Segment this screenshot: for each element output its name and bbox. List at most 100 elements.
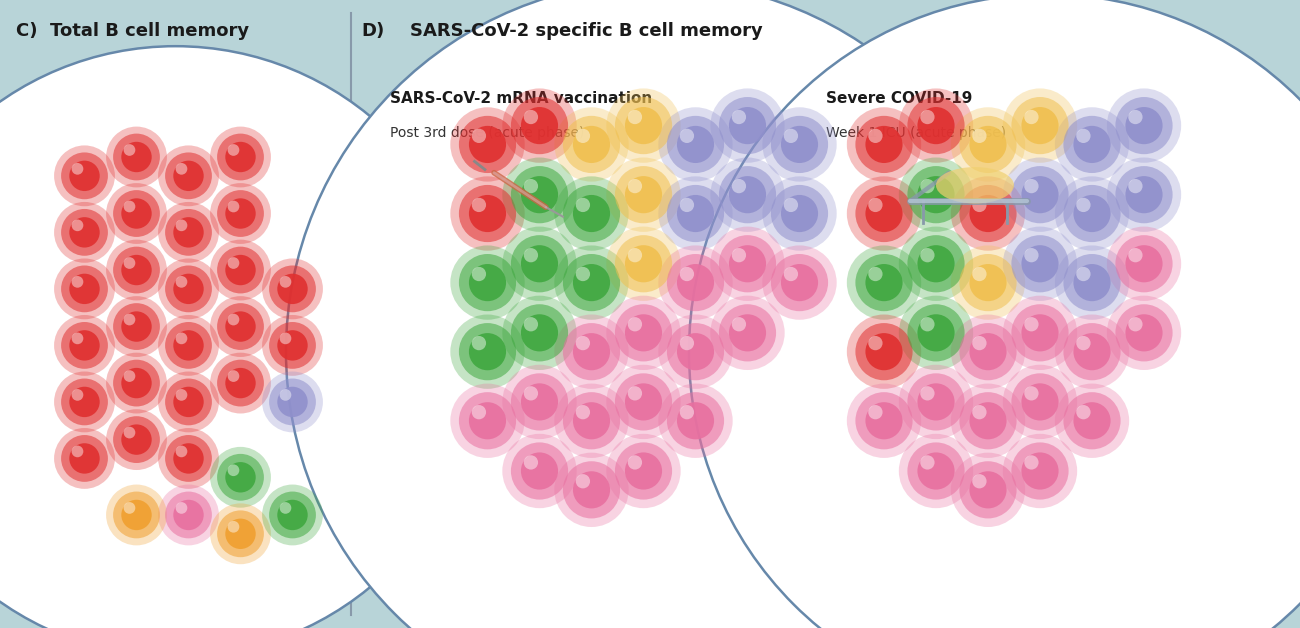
Ellipse shape	[511, 442, 568, 500]
Ellipse shape	[855, 323, 913, 381]
Ellipse shape	[124, 502, 135, 514]
Ellipse shape	[55, 259, 114, 319]
Ellipse shape	[263, 485, 322, 545]
Ellipse shape	[55, 372, 114, 432]
Ellipse shape	[69, 274, 100, 304]
Ellipse shape	[907, 304, 965, 362]
Ellipse shape	[173, 217, 204, 247]
Ellipse shape	[524, 179, 538, 193]
Ellipse shape	[173, 330, 204, 360]
Ellipse shape	[1074, 333, 1110, 371]
Ellipse shape	[521, 452, 558, 490]
Text: Severe COVID-19: Severe COVID-19	[826, 91, 972, 106]
Ellipse shape	[628, 317, 642, 332]
Ellipse shape	[1074, 264, 1110, 301]
Ellipse shape	[628, 248, 642, 263]
Ellipse shape	[615, 166, 672, 224]
Ellipse shape	[211, 504, 270, 564]
Ellipse shape	[225, 462, 256, 492]
Ellipse shape	[459, 323, 516, 381]
Ellipse shape	[211, 127, 270, 187]
Ellipse shape	[165, 435, 212, 482]
Ellipse shape	[121, 500, 152, 530]
Ellipse shape	[855, 116, 913, 173]
Ellipse shape	[719, 97, 776, 154]
Ellipse shape	[732, 179, 746, 193]
Ellipse shape	[469, 402, 506, 440]
Ellipse shape	[970, 333, 1006, 371]
Ellipse shape	[920, 110, 935, 124]
Ellipse shape	[502, 434, 577, 508]
Ellipse shape	[1076, 405, 1091, 420]
Ellipse shape	[771, 116, 828, 173]
Ellipse shape	[107, 183, 166, 244]
Ellipse shape	[227, 521, 239, 533]
Ellipse shape	[959, 116, 1017, 173]
Ellipse shape	[658, 246, 733, 320]
Ellipse shape	[524, 386, 538, 401]
Ellipse shape	[227, 465, 239, 476]
Ellipse shape	[1115, 97, 1173, 154]
Ellipse shape	[667, 323, 724, 381]
Ellipse shape	[61, 435, 108, 482]
Ellipse shape	[1054, 315, 1130, 389]
Ellipse shape	[124, 144, 135, 156]
Ellipse shape	[959, 185, 1017, 242]
Ellipse shape	[658, 176, 733, 251]
Ellipse shape	[1063, 392, 1121, 450]
Ellipse shape	[107, 409, 166, 470]
Ellipse shape	[972, 405, 987, 420]
Ellipse shape	[868, 336, 883, 350]
Ellipse shape	[868, 267, 883, 281]
Ellipse shape	[970, 195, 1006, 232]
Ellipse shape	[606, 296, 681, 370]
Ellipse shape	[1076, 198, 1091, 212]
Ellipse shape	[511, 235, 568, 293]
Ellipse shape	[907, 235, 965, 293]
Ellipse shape	[277, 330, 308, 360]
Ellipse shape	[554, 453, 629, 527]
Ellipse shape	[524, 248, 538, 263]
Ellipse shape	[173, 387, 204, 417]
Ellipse shape	[69, 387, 100, 417]
Text: D): D)	[361, 22, 385, 40]
Ellipse shape	[511, 97, 568, 154]
Ellipse shape	[907, 442, 965, 500]
Ellipse shape	[225, 255, 256, 285]
Ellipse shape	[898, 89, 974, 163]
Ellipse shape	[970, 264, 1006, 301]
Ellipse shape	[667, 185, 724, 242]
Ellipse shape	[918, 383, 954, 421]
Ellipse shape	[521, 107, 558, 144]
Ellipse shape	[1126, 245, 1162, 283]
Ellipse shape	[450, 107, 525, 181]
Ellipse shape	[846, 107, 922, 181]
Ellipse shape	[113, 247, 160, 293]
Ellipse shape	[72, 333, 83, 344]
Ellipse shape	[1063, 185, 1121, 242]
Ellipse shape	[573, 333, 610, 371]
Ellipse shape	[563, 323, 620, 381]
Ellipse shape	[868, 405, 883, 420]
Ellipse shape	[855, 254, 913, 311]
Ellipse shape	[176, 276, 187, 288]
Ellipse shape	[211, 240, 270, 300]
Ellipse shape	[269, 266, 316, 312]
Ellipse shape	[554, 315, 629, 389]
Ellipse shape	[729, 245, 766, 283]
Ellipse shape	[1022, 245, 1058, 283]
Ellipse shape	[107, 485, 166, 545]
Ellipse shape	[159, 485, 218, 545]
Ellipse shape	[72, 389, 83, 401]
Ellipse shape	[469, 333, 506, 371]
Ellipse shape	[950, 453, 1026, 527]
Ellipse shape	[107, 353, 166, 413]
Ellipse shape	[472, 336, 486, 350]
Ellipse shape	[846, 246, 922, 320]
Ellipse shape	[573, 264, 610, 301]
Ellipse shape	[625, 245, 662, 283]
Ellipse shape	[217, 190, 264, 237]
Ellipse shape	[898, 227, 974, 301]
Ellipse shape	[898, 365, 974, 439]
Ellipse shape	[1076, 129, 1091, 143]
